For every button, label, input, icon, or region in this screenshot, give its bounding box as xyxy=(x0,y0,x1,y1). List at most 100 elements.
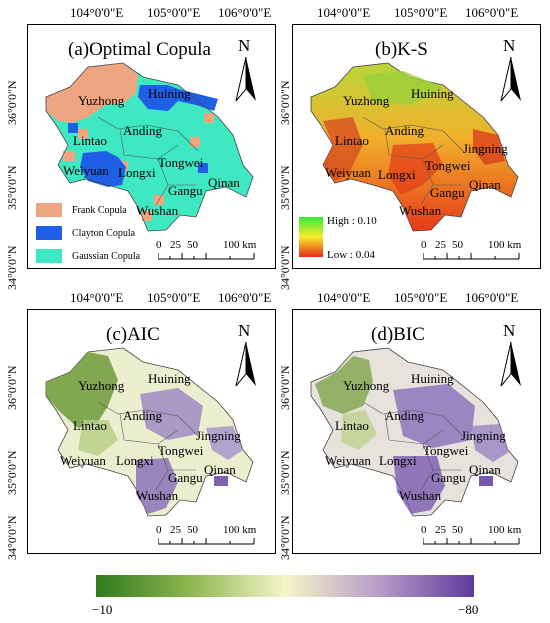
panel-title: (a)Optimal Copula xyxy=(68,39,211,60)
city-label: Qinan xyxy=(469,177,501,192)
lon-label-105: 105°0'0"E xyxy=(147,5,201,20)
cell-frank xyxy=(204,113,214,123)
legend-label: Gaussian Copula xyxy=(72,251,141,262)
legend-swatch-frank xyxy=(36,203,62,217)
svg-text:N: N xyxy=(238,36,250,55)
cell-clayton xyxy=(198,163,208,173)
city-label: Huining xyxy=(148,86,191,101)
city-label: Huining xyxy=(148,371,191,386)
lat-label-35: 35°0'0"N xyxy=(5,165,19,210)
lat-label-34: 34°0'0"N xyxy=(5,245,19,290)
panel-title: (d)BIC xyxy=(371,324,425,345)
aic-green-light xyxy=(78,420,118,456)
city-label: Gangu xyxy=(168,470,203,485)
city-label: Yuzhong xyxy=(343,93,390,108)
north-arrow-icon: N xyxy=(235,321,256,387)
ks-low-north xyxy=(363,71,443,105)
city-label: Jingning xyxy=(196,428,241,443)
lon-label-106: 106°0'0"E xyxy=(465,290,519,305)
city-label: Gangu xyxy=(431,470,466,485)
city-label: Yuzhong xyxy=(343,378,390,393)
map-frame-a: (a)Optimal Copula N Yuzhong Huining Andi… xyxy=(27,24,276,269)
city-label: Weiyuan xyxy=(60,453,106,468)
county-borders xyxy=(362,401,464,491)
bic-green-west xyxy=(315,356,373,414)
ks-high-west xyxy=(323,117,363,181)
colorbar-max-label: −80 xyxy=(458,602,479,617)
aic-green-west xyxy=(46,352,118,428)
aic-purple-cell xyxy=(214,476,228,486)
lat-label-34: 34°0'0"N xyxy=(278,245,292,290)
city-label: Tongwei xyxy=(425,158,471,173)
city-label: Lintao xyxy=(335,133,369,148)
bic-green-light xyxy=(341,410,377,450)
aic-map xyxy=(45,347,254,517)
city-label: Tongwei xyxy=(423,443,469,458)
aic-purple-south xyxy=(136,458,178,514)
scale-bar: 0 25 50 100 km xyxy=(156,239,261,260)
bic-purple-cell xyxy=(479,476,493,486)
lon-label-104: 104°0'0"E xyxy=(317,290,371,305)
city-label: Lintao xyxy=(73,133,107,148)
city-label: Lintao xyxy=(73,418,107,433)
city-label: Anding xyxy=(385,408,424,423)
city-label: Huining xyxy=(411,371,454,386)
city-label: Yuzhong xyxy=(78,93,125,108)
cell-frank xyxy=(142,211,152,221)
city-label: Yuzhong xyxy=(78,378,125,393)
bic-purple-east xyxy=(471,424,509,462)
ks-legend-bar xyxy=(299,217,323,257)
cell-frank xyxy=(78,129,88,139)
svg-text:N: N xyxy=(503,36,515,55)
scale-bar: 0 25 50 100 km xyxy=(156,524,261,545)
aic-purple-east xyxy=(206,426,243,460)
city-label: Qinan xyxy=(208,175,240,190)
city-label: Longxi xyxy=(378,167,416,182)
county-borders xyxy=(97,401,199,491)
city-label: Wushan xyxy=(136,203,179,218)
map-frame-b: (b)K-S N Yuzhong Huining Anding Lintao J… xyxy=(292,24,541,269)
lat-label-35: 35°0'0"N xyxy=(278,165,292,210)
scale-bar: 0 25 50 100 km xyxy=(421,524,526,545)
lat-label-35: 35°0'0"N xyxy=(5,450,19,495)
city-label: Wushan xyxy=(399,203,442,218)
lon-label-105: 105°0'0"E xyxy=(147,290,201,305)
lon-label-104: 104°0'0"E xyxy=(70,290,124,305)
aic-purple-center xyxy=(140,388,203,440)
lat-label-35: 35°0'0"N xyxy=(278,450,292,495)
legend-swatch-clayton xyxy=(36,226,62,240)
bic-purple-south xyxy=(393,456,445,514)
city-label: Gangu xyxy=(168,183,203,198)
city-label: Wushan xyxy=(136,488,179,503)
city-label: Anding xyxy=(123,408,162,423)
city-label: Weiyuan xyxy=(325,453,371,468)
city-label: Jingning xyxy=(463,141,508,156)
cell-frank xyxy=(190,137,200,147)
lon-label-104: 104°0'0"E xyxy=(70,5,124,20)
city-label: Huining xyxy=(411,86,454,101)
lon-label-106: 106°0'0"E xyxy=(218,5,272,20)
lat-label-34: 34°0'0"N xyxy=(278,515,292,560)
ks-map xyxy=(299,62,519,257)
north-arrow-icon: N xyxy=(500,321,521,387)
legend-swatch-gaussian xyxy=(36,249,62,263)
panel-title: (c)AIC xyxy=(106,324,160,345)
cell-clayton xyxy=(68,123,78,133)
scale-bar: 0 25 50 100 km xyxy=(421,239,526,260)
lat-label-36: 36°0'0"N xyxy=(5,80,19,125)
bic-map xyxy=(310,347,519,517)
svg-text:N: N xyxy=(503,321,515,340)
region-frank-north xyxy=(46,63,138,123)
region-clayton-west xyxy=(80,151,126,187)
city-label: Weiyuan xyxy=(325,165,371,180)
north-arrow-icon: N xyxy=(235,36,256,102)
city-label: Tongwei xyxy=(158,443,204,458)
lat-label-36: 36°0'0"N xyxy=(278,80,292,125)
aic-bic-colorbar xyxy=(96,575,474,597)
north-arrow-icon: N xyxy=(500,36,521,102)
city-label: Longxi xyxy=(379,453,417,468)
legend-low-label: Low : 0.04 xyxy=(327,249,375,261)
lat-label-34: 34°0'0"N xyxy=(5,515,19,560)
legend-label: Clayton Copula xyxy=(72,228,136,239)
map-frame-c: (c)AIC N Yuzhong Huining Anding Lintao J… xyxy=(27,309,276,554)
